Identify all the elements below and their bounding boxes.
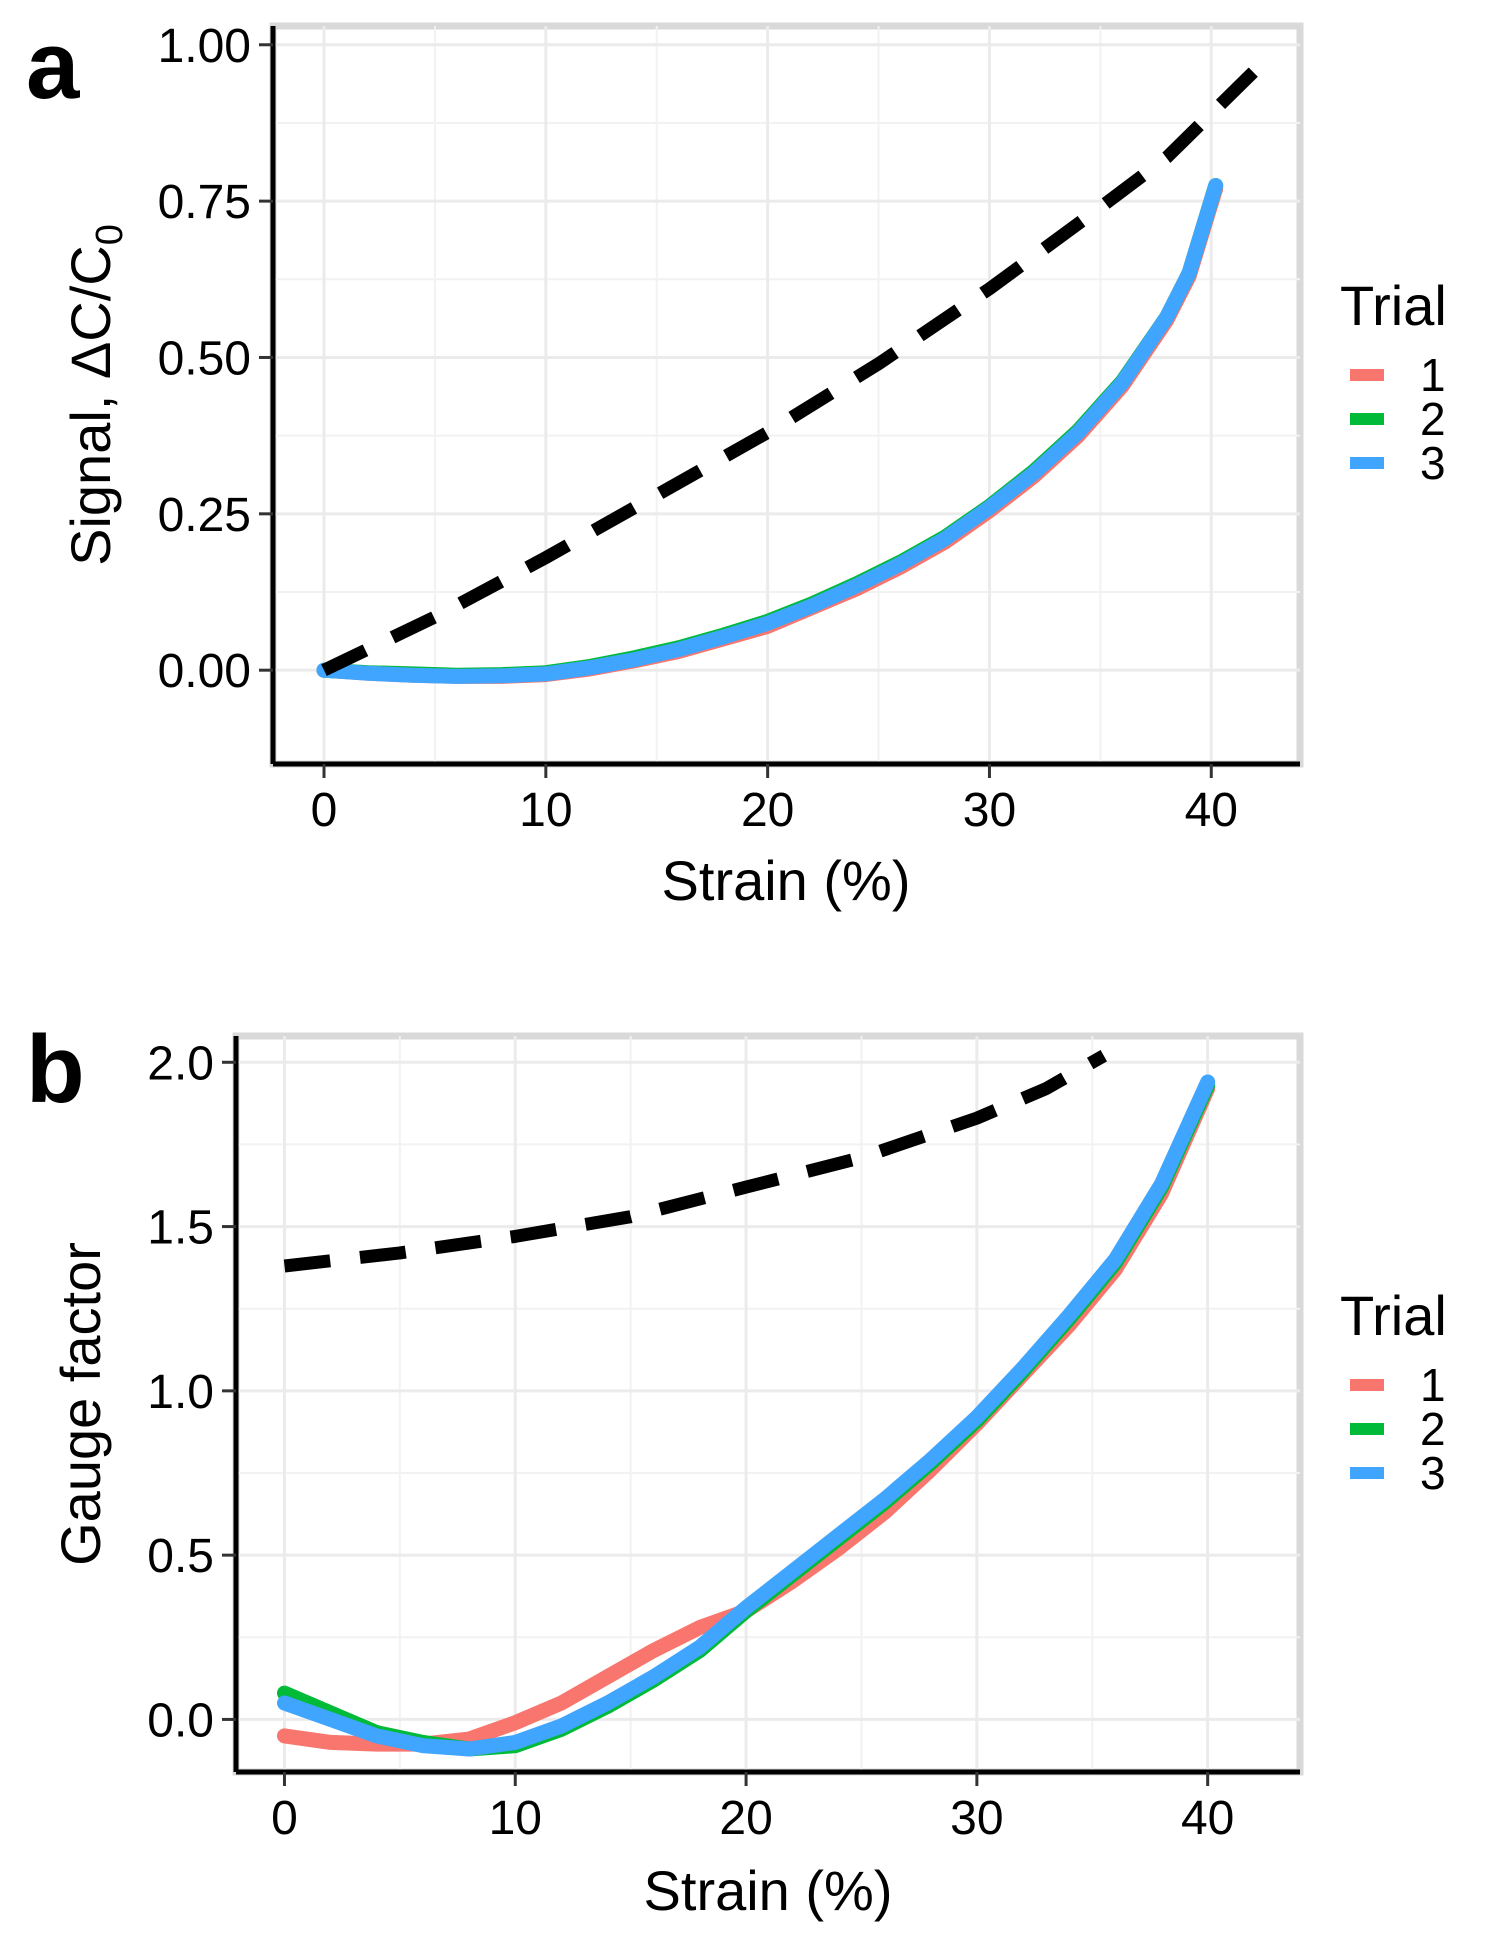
panel-a-y-label-subscript: 0 xyxy=(89,224,131,245)
panel-a-label: a xyxy=(26,12,80,119)
panel-b-legend-label-trial-1: 1 xyxy=(1420,1359,1446,1411)
panel-b-y-ticks: 0.0 0.5 1.0 1.5 2.0 xyxy=(147,1037,236,1747)
panel-b-label: b xyxy=(26,1016,85,1123)
panel-b-y-tick-label: 1.5 xyxy=(147,1202,214,1255)
panel-b-plot-background xyxy=(232,1032,1304,1776)
panel-b: b 0 10 20 30 40 0.0 0.5 1.0 1.5 2.0 Strain (%) G… xyxy=(26,1016,1447,1922)
panel-a-y-tick-label: 0.50 xyxy=(158,332,251,385)
panel-b-y-axis-label: Gauge factor xyxy=(49,1242,112,1566)
panel-a-y-tick-label: 0.00 xyxy=(158,645,251,698)
panel-a-x-tick-label: 10 xyxy=(519,784,572,837)
panel-a-x-tick-label: 20 xyxy=(741,784,794,837)
panel-a-series-line-trial-3 xyxy=(316,178,1224,684)
panel-a-y-label-ratio: C/C xyxy=(59,245,122,341)
panel-b-y-tick-label: 0.5 xyxy=(147,1530,214,1583)
panel-a-x-ticks: 0 10 20 30 40 xyxy=(311,764,1238,837)
panel-a-x-tick-label: 0 xyxy=(311,784,338,837)
panel-b-y-tick-label: 2.0 xyxy=(147,1037,214,1090)
panel-a-y-label-delta: Δ xyxy=(59,342,122,379)
panel-a-y-ticks: 0.00 0.25 0.50 0.75 1.00 xyxy=(158,20,273,698)
panel-a-plot-background xyxy=(269,22,1304,768)
panel-a-grid xyxy=(273,26,1300,764)
panel-b-x-tick-label: 40 xyxy=(1181,1792,1234,1845)
panel-a-legend-title: Trial xyxy=(1340,274,1447,337)
panel-b-y-tick-label: 0.0 xyxy=(147,1694,214,1747)
panel-a-y-label-prefix: Signal, xyxy=(59,379,122,566)
panel-a-x-axis-label: Strain (%) xyxy=(662,849,911,912)
panel-b-legend-items: 123 xyxy=(1350,1359,1446,1499)
panel-b-x-tick-label: 30 xyxy=(950,1792,1003,1845)
panel-a-y-tick-label: 1.00 xyxy=(158,20,251,73)
panel-a-legend-label-trial-2: 2 xyxy=(1420,393,1446,445)
panel-a-legend-label-trial-3: 3 xyxy=(1420,437,1446,489)
panel-b-y-tick-label: 1.0 xyxy=(147,1366,214,1419)
panel-a-y-tick-label: 0.25 xyxy=(158,489,251,542)
panel-b-series xyxy=(277,1050,1216,1757)
panel-b-model-dashed-line xyxy=(283,1050,1108,1273)
panel-b-x-tick-label: 10 xyxy=(489,1792,542,1845)
panel-b-legend-label-trial-2: 2 xyxy=(1420,1403,1446,1455)
panel-b-x-ticks: 0 10 20 30 40 xyxy=(271,1772,1234,1845)
panel-a-y-tick-label: 0.75 xyxy=(158,176,251,229)
panel-b-series-line-trial-3 xyxy=(277,1074,1216,1757)
panel-a-y-axis-label: Signal, ΔC/C0 xyxy=(59,224,131,566)
panel-a-x-tick-label: 30 xyxy=(963,784,1016,837)
panel-b-legend: Trial 123 xyxy=(1340,1284,1447,1499)
panel-a-x-tick-label: 40 xyxy=(1185,784,1238,837)
panel-a: a 0 10 20 30 40 0.000.250.500.751.00 Strain … xyxy=(26,12,1447,912)
panel-b-x-tick-label: 20 xyxy=(719,1792,772,1845)
panel-b-legend-label-trial-3: 3 xyxy=(1420,1447,1446,1499)
panel-a-legend: Trial 123 xyxy=(1340,274,1447,489)
panel-a-series xyxy=(316,65,1261,684)
panel-a-legend-label-trial-1: 1 xyxy=(1420,349,1446,401)
panel-b-x-axis-label: Strain (%) xyxy=(644,1859,893,1922)
panel-b-grid xyxy=(236,1036,1300,1772)
panel-a-model-dashed-line xyxy=(321,65,1261,677)
panel-b-x-tick-label: 0 xyxy=(271,1792,298,1845)
panel-a-legend-items: 123 xyxy=(1350,349,1446,489)
panel-b-legend-title: Trial xyxy=(1340,1284,1447,1347)
